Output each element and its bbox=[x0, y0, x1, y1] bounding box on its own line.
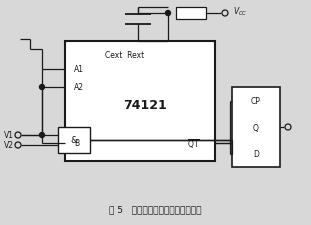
Circle shape bbox=[222, 11, 228, 17]
Text: D: D bbox=[253, 150, 259, 159]
Bar bbox=[58, 127, 90, 153]
Text: V2: V2 bbox=[4, 141, 14, 150]
Text: 74121: 74121 bbox=[123, 99, 167, 112]
Text: $\overline{\rm QT}$: $\overline{\rm QT}$ bbox=[187, 137, 199, 150]
Text: Cext  Rext: Cext Rext bbox=[105, 51, 145, 60]
Text: $V_{CC}$: $V_{CC}$ bbox=[233, 6, 248, 18]
Circle shape bbox=[165, 11, 170, 16]
Text: A1: A1 bbox=[74, 65, 84, 74]
Text: &: & bbox=[70, 136, 77, 145]
Text: B: B bbox=[74, 139, 79, 148]
Text: V1: V1 bbox=[4, 131, 14, 140]
Circle shape bbox=[39, 85, 44, 90]
Text: 图 5   相位鉴别及驱动信号产生电路: 图 5 相位鉴别及驱动信号产生电路 bbox=[109, 205, 201, 214]
Circle shape bbox=[39, 133, 44, 138]
Circle shape bbox=[285, 124, 291, 130]
Bar bbox=[176, 8, 206, 20]
Circle shape bbox=[15, 132, 21, 138]
Text: A2: A2 bbox=[74, 83, 84, 92]
Circle shape bbox=[15, 142, 21, 148]
Text: Q: Q bbox=[253, 123, 259, 132]
Text: CP: CP bbox=[251, 97, 261, 106]
Bar bbox=[65, 42, 215, 161]
Bar bbox=[232, 88, 280, 167]
